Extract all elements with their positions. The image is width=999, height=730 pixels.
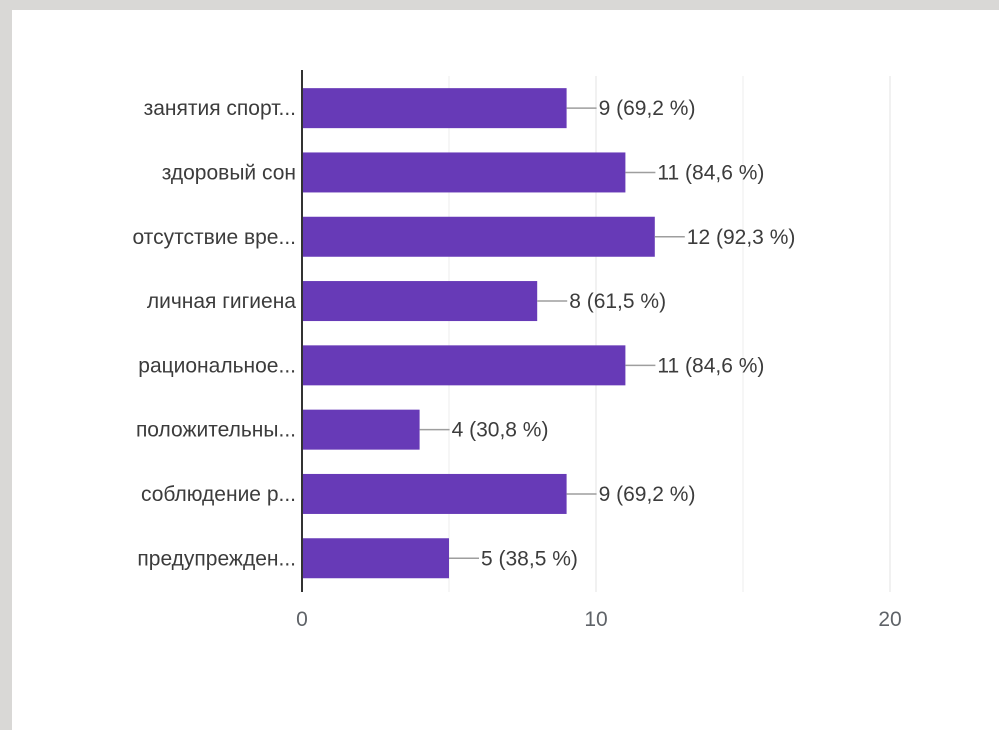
category-label: личная гигиена — [147, 290, 296, 313]
category-label: соблюдение р... — [141, 483, 296, 506]
bar-chart: 9 (69,2 %) занятия спорт... 11 (84,6 %) здо… — [132, 70, 902, 631]
category-label: занятия спорт... — [144, 97, 296, 120]
bar — [303, 152, 626, 193]
data-label: 4 (30,8 %) — [452, 419, 549, 442]
category-label: рациональное... — [138, 354, 296, 377]
x-tick-label: 20 — [878, 608, 901, 631]
labels: 9 (69,2 %) занятия спорт... 11 (84,6 %) здо… — [132, 97, 901, 631]
chart-card: 9 (69,2 %) занятия спорт... 11 (84,6 %) здо… — [12, 10, 999, 730]
data-label: 12 (92,3 %) — [687, 226, 796, 249]
bars — [303, 88, 655, 579]
bar — [303, 88, 567, 129]
bar — [303, 409, 420, 450]
data-label: 9 (69,2 %) — [599, 483, 696, 506]
category-label: отсутствие вре... — [132, 226, 296, 249]
bar — [303, 216, 655, 257]
data-label: 11 (84,6 %) — [657, 354, 764, 377]
category-label: предупрежден... — [137, 547, 296, 570]
category-label: здоровый сон — [162, 161, 296, 184]
bar — [303, 281, 538, 322]
data-label: 9 (69,2 %) — [599, 97, 696, 120]
bar — [303, 345, 626, 386]
bar — [303, 473, 567, 514]
x-tick-label: 10 — [584, 608, 607, 631]
data-label: 11 (84,6 %) — [657, 161, 764, 184]
category-label: положительны... — [136, 419, 296, 442]
bar — [303, 538, 449, 579]
data-label: 8 (61,5 %) — [569, 290, 666, 313]
x-tick-label: 0 — [296, 608, 308, 631]
data-label: 5 (38,5 %) — [481, 547, 578, 570]
